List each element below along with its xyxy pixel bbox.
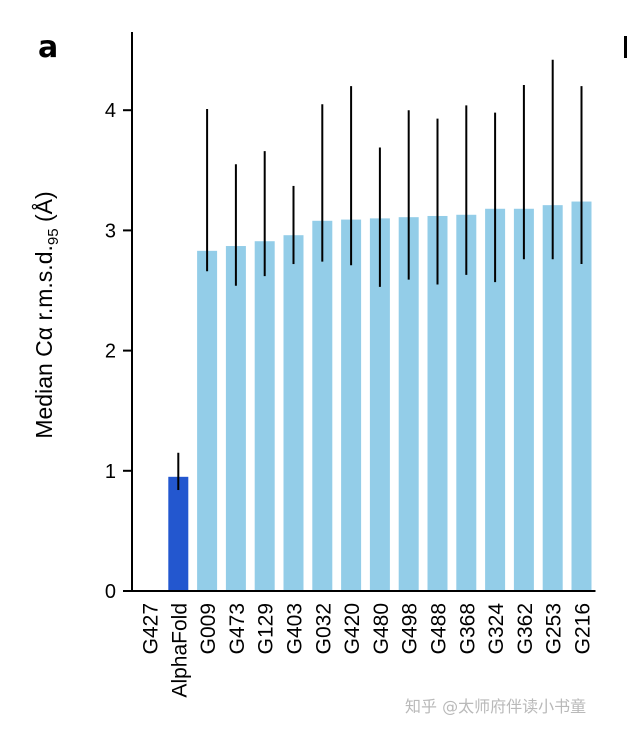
bar-g368 (456, 214, 477, 592)
x-axis: G427 AlphaFold G009 G473 G129 G403 G032 G420 G48… (131, 590, 596, 698)
x-tick-label-g403: G403 (284, 603, 307, 654)
y-tick-label-1: 1 (105, 461, 116, 483)
y-tick-label-3: 3 (105, 220, 116, 242)
error-bars-group (177, 59, 583, 491)
bar-g488 (427, 215, 448, 591)
x-tick-label-g216: G216 (572, 603, 595, 654)
bars-group (168, 201, 592, 592)
x-tick-label-alphafold: AlphaFold (168, 603, 191, 698)
y-tick-label-2: 2 (105, 341, 116, 363)
x-tick-label-g324: G324 (485, 603, 508, 655)
bar-g009 (197, 250, 218, 592)
panel-label: a (38, 30, 59, 65)
x-tick-label-g009: G009 (197, 603, 220, 654)
bar-g362 (513, 208, 534, 592)
x-tick-label-g129: G129 (255, 603, 278, 654)
y-axis-label: Median Cα r.m.s.d.95 (Å) (30, 191, 62, 438)
x-tick-label-g362: G362 (514, 603, 537, 654)
y-tick-label-0: 0 (105, 581, 116, 603)
bar-g498 (398, 217, 419, 592)
y-tick-label-4: 4 (105, 100, 116, 122)
y-axis: 0 1 2 3 4 (105, 32, 133, 603)
bar-g324 (485, 208, 506, 592)
x-tick-label-g427: G427 (140, 603, 163, 654)
x-tick-label-g480: G480 (370, 603, 393, 654)
x-tick-label-g420: G420 (341, 603, 364, 654)
bar-g216 (571, 201, 592, 591)
x-tick-label-g253: G253 (543, 603, 566, 654)
bar-g420 (341, 219, 362, 591)
x-tick-label-g473: G473 (226, 603, 249, 654)
bar-g480 (369, 218, 390, 591)
bar-g129 (254, 241, 275, 591)
x-tick-label-g032: G032 (312, 603, 335, 654)
bar-alphafold (168, 476, 189, 591)
x-tick-label-g488: G488 (428, 603, 451, 654)
y-axis-label-unit: (Å) (30, 191, 57, 228)
x-tick-label-g498: G498 (399, 603, 422, 654)
watermark: 知乎 @太师府伴读小书童 (405, 697, 587, 716)
bar-g253 (542, 205, 563, 591)
bar-g032 (312, 220, 333, 591)
bar-g403 (283, 235, 304, 591)
y-axis-label-main: Median Cα r.m.s.d. (31, 245, 57, 439)
bar-g473 (225, 246, 246, 591)
y-axis-label-subscript: 95 (45, 228, 62, 245)
x-tick-label-g368: G368 (456, 603, 479, 654)
edge-mark (624, 36, 627, 58)
